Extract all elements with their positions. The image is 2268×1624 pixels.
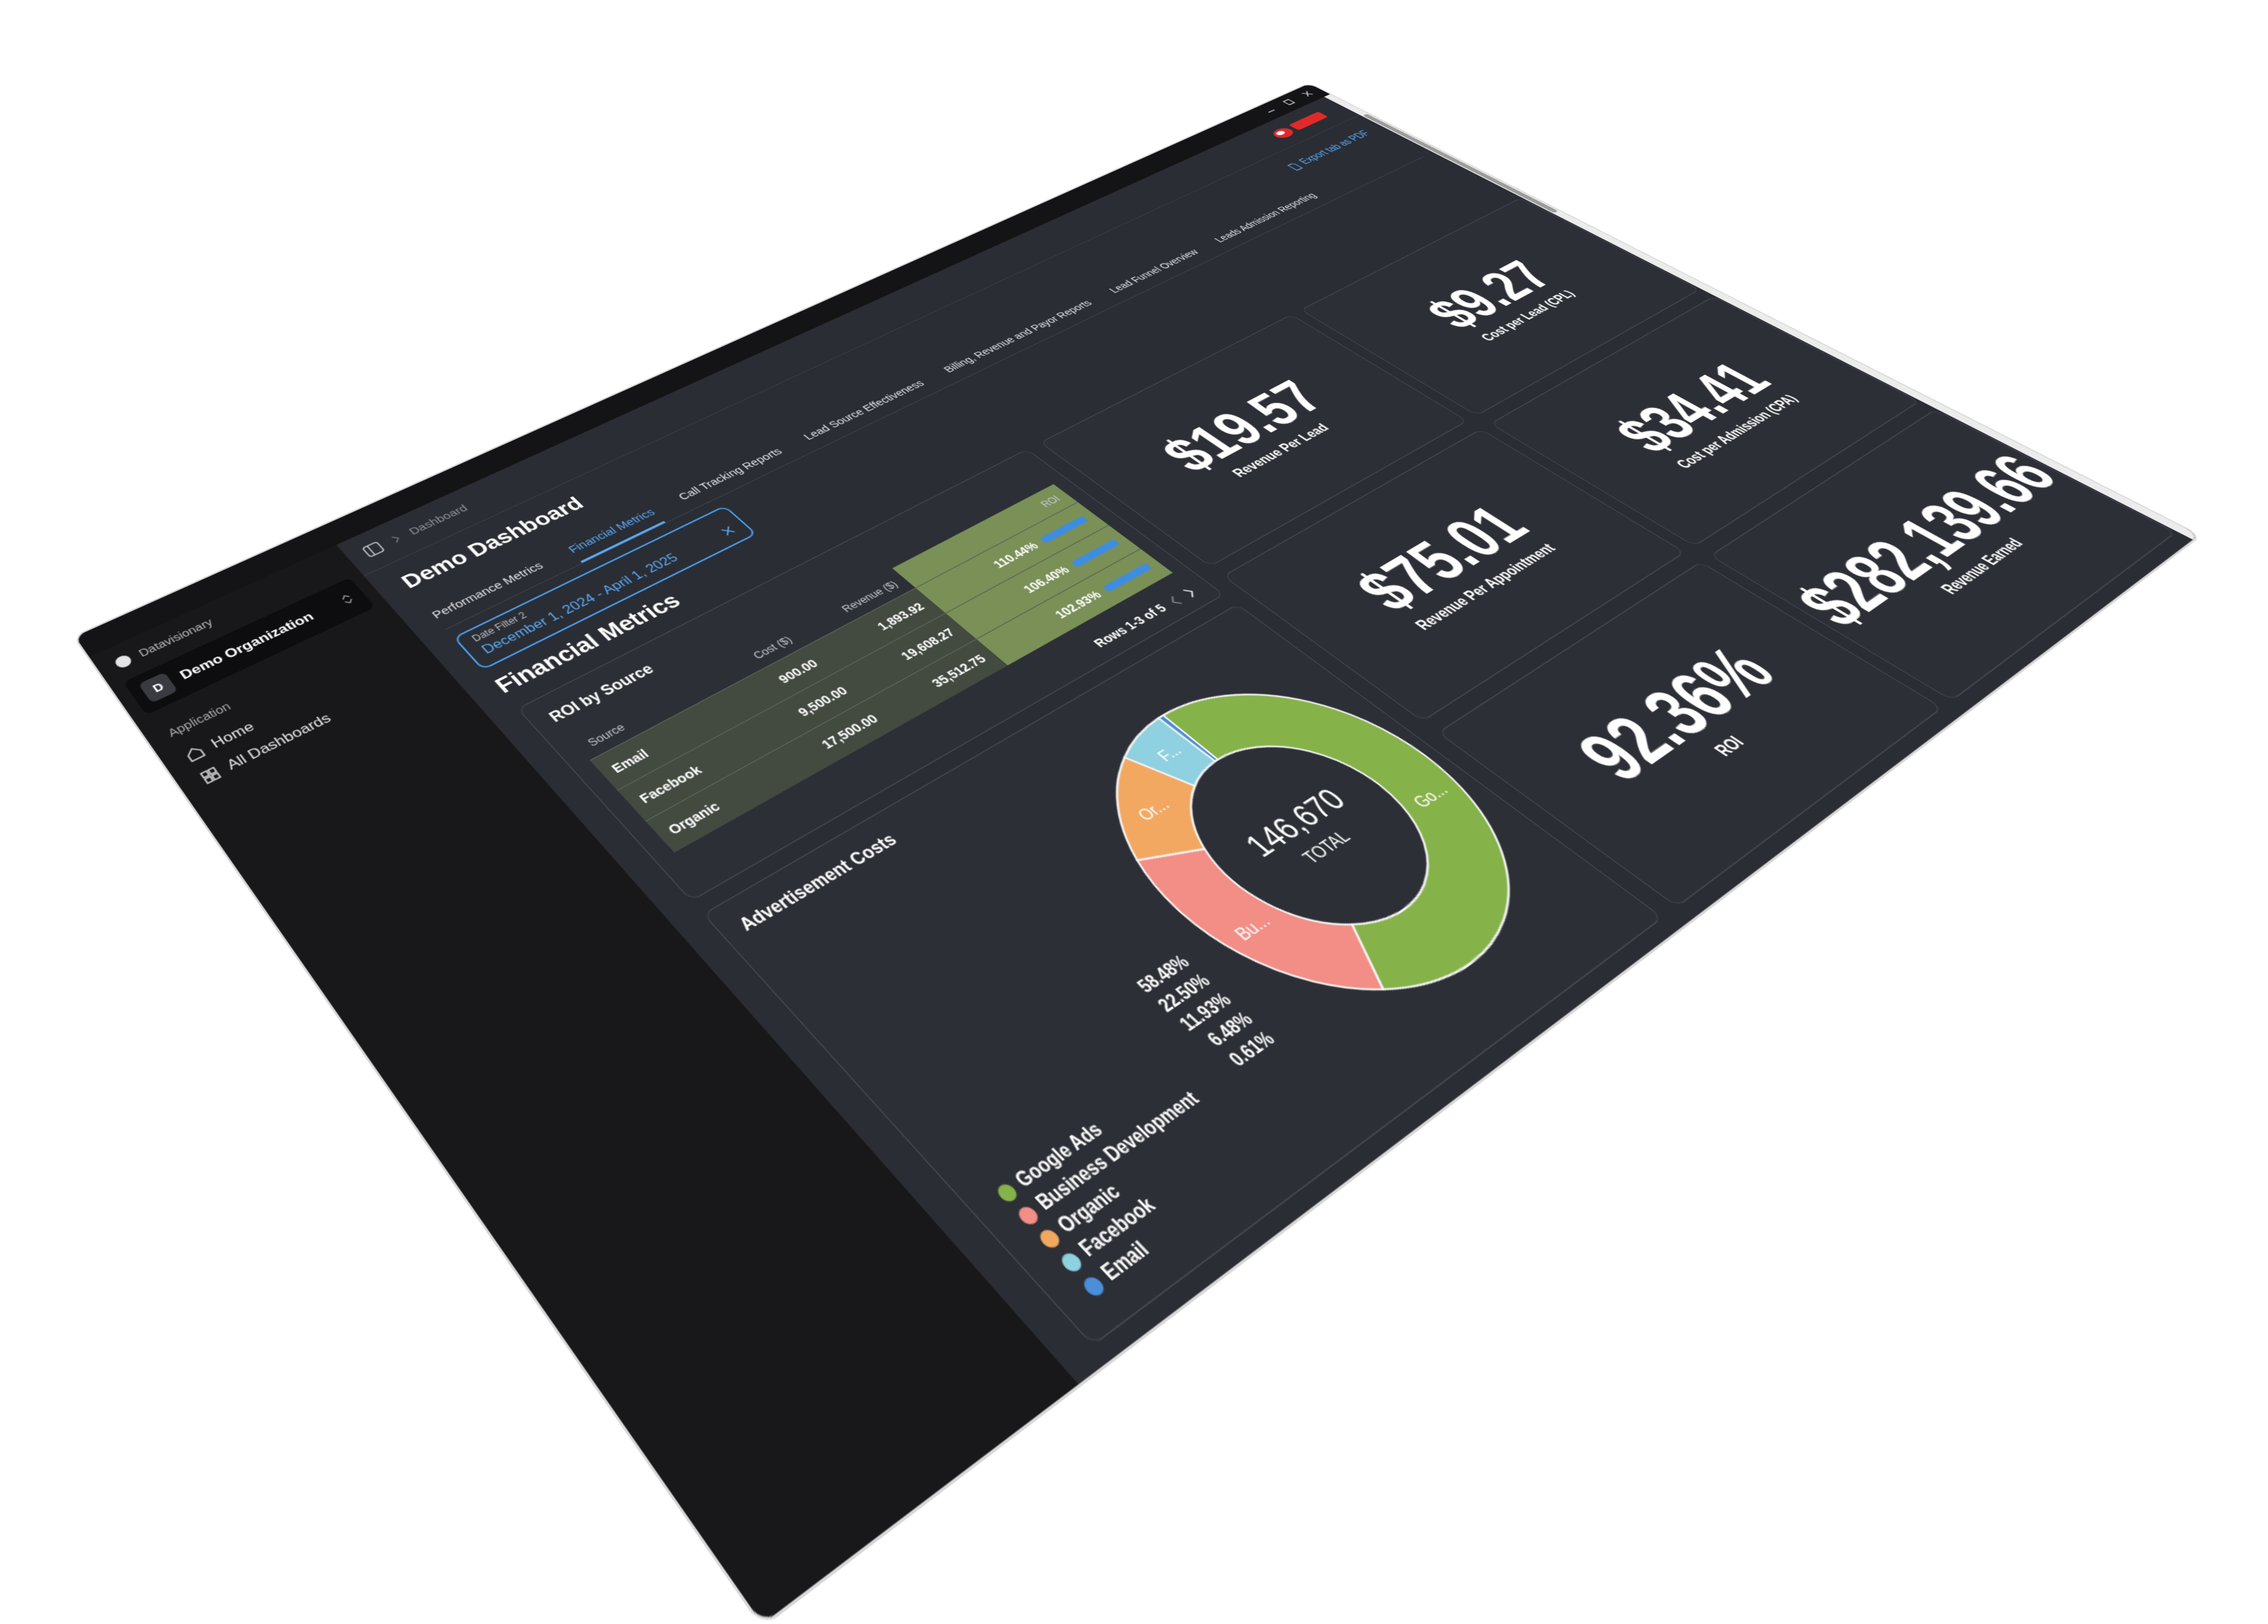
logo-shape: [1288, 111, 1328, 130]
icon-path: [341, 594, 353, 604]
legend-swatch: [1036, 1227, 1063, 1251]
chevron-updown: [337, 591, 358, 607]
icon-box: [362, 542, 384, 557]
clear-filter-button[interactable]: [719, 524, 737, 537]
app-logo: [111, 652, 135, 670]
kpi-value: $34.41: [1603, 356, 1784, 461]
file-icon: [1287, 162, 1304, 171]
legend-swatch: [994, 1181, 1020, 1205]
kpi-value: $9.27: [1416, 255, 1566, 336]
prev-page-button[interactable]: [1165, 594, 1185, 608]
nav-icon: [181, 742, 209, 764]
kpi-value: $282,139.66: [1784, 447, 2071, 637]
icon-cross: [1302, 91, 1313, 96]
icon-line: [367, 546, 375, 554]
legend-swatch: [1080, 1274, 1108, 1299]
tab[interactable]: Billing, Revenue and Payor Reports: [935, 294, 1103, 381]
app-window: Datavisionary D Demo Organization Applic…: [75, 84, 2199, 1624]
page: Datavisionary D Demo Organization Applic…: [0, 0, 2268, 952]
icon-path: [185, 746, 204, 762]
icon-line: [1268, 110, 1274, 113]
logo-circle: [113, 654, 134, 670]
icon-cross: [722, 527, 735, 535]
icon-path: [1168, 596, 1182, 605]
tab[interactable]: Lead Source Effectiveness: [795, 374, 935, 448]
legend-swatch: [1015, 1204, 1042, 1227]
sidebar-toggle[interactable]: [361, 541, 385, 558]
nav-list: Home All Dashboards: [179, 687, 338, 791]
icon-path: [1183, 587, 1196, 597]
org-avatar: D: [139, 672, 179, 703]
icon-box: [1283, 99, 1294, 105]
maximize-button[interactable]: [1278, 96, 1300, 107]
tab[interactable]: Leads Admission Reporting: [1205, 188, 1328, 249]
breadcrumb-separator: [389, 534, 404, 544]
legend-swatch: [1058, 1250, 1085, 1275]
close-button[interactable]: [1296, 89, 1318, 99]
next-page-button[interactable]: [1179, 585, 1200, 599]
icon-path: [201, 767, 220, 783]
icon-path: [1288, 163, 1303, 170]
kpi-value: 92.36%: [1563, 637, 1789, 792]
nav-icon: [197, 764, 224, 787]
icon-path: [392, 535, 400, 542]
tab[interactable]: Call Tracking Reports: [670, 442, 793, 509]
minimize-button[interactable]: [1259, 105, 1281, 116]
tab[interactable]: Lead Funnel Overview: [1100, 244, 1210, 300]
